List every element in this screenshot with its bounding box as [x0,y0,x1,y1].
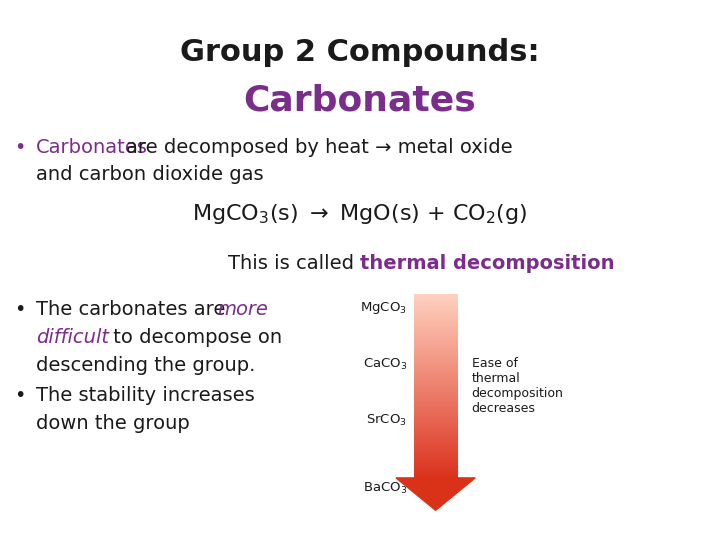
Text: The stability increases: The stability increases [36,386,255,405]
Text: Group 2 Compounds:: Group 2 Compounds: [180,38,540,67]
Text: thermal decomposition: thermal decomposition [360,254,614,273]
Text: are decomposed by heat → metal oxide: are decomposed by heat → metal oxide [126,138,513,157]
Text: descending the group.: descending the group. [36,356,256,375]
Text: This is called: This is called [228,254,360,273]
Text: down the group: down the group [36,414,190,433]
Text: Ease of
thermal
decomposition
decreases: Ease of thermal decomposition decreases [472,357,564,415]
Text: Carbonates: Carbonates [243,84,477,118]
Text: and carbon dioxide gas: and carbon dioxide gas [36,165,264,184]
Text: BaCO$_3$: BaCO$_3$ [363,481,407,496]
Text: more: more [217,300,269,319]
Text: •: • [14,300,26,319]
Text: Carbonates: Carbonates [36,138,148,157]
Text: •: • [14,386,26,405]
Text: CaCO$_3$: CaCO$_3$ [362,356,407,372]
Text: SrCO$_3$: SrCO$_3$ [366,413,407,428]
Text: difficult: difficult [36,328,109,347]
Text: MgCO$_3$(s) $\rightarrow$ MgO(s) + CO$_2$(g): MgCO$_3$(s) $\rightarrow$ MgO(s) + CO$_2… [192,202,528,226]
Text: to decompose on: to decompose on [107,328,282,347]
Text: MgCO$_3$: MgCO$_3$ [360,300,407,316]
Text: The carbonates are: The carbonates are [36,300,232,319]
Text: •: • [14,138,26,157]
Polygon shape [396,478,475,510]
